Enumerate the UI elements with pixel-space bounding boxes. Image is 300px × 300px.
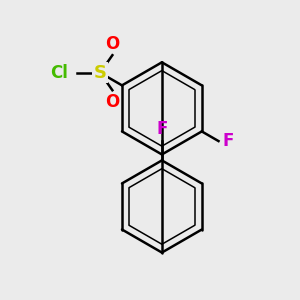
Text: O: O <box>105 93 119 111</box>
Text: O: O <box>105 35 119 53</box>
Text: S: S <box>94 64 106 82</box>
Text: Cl: Cl <box>50 64 68 82</box>
Text: F: F <box>156 119 168 137</box>
Text: F: F <box>222 132 233 150</box>
